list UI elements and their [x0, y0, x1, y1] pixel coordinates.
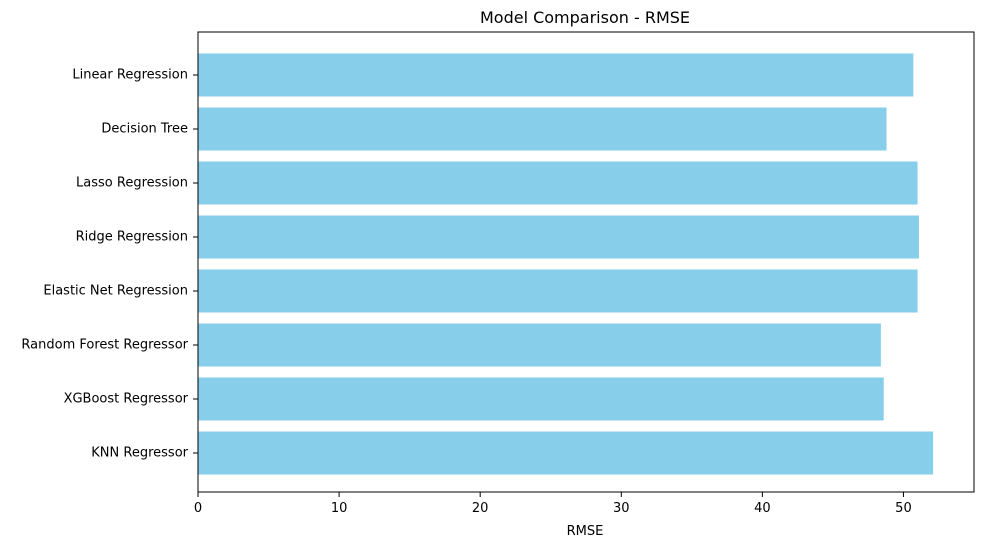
bar-linear-regression: [198, 53, 914, 97]
y-tick-label: Random Forest Regressor: [21, 338, 188, 353]
bar-xgboost-regressor: [198, 377, 884, 421]
x-tick-label: 0: [194, 501, 202, 516]
plot-frame: [197, 31, 975, 493]
bar-knn-regressor: [198, 431, 934, 475]
bar-ridge-regression: [198, 215, 919, 259]
y-tick-label: Elastic Net Regression: [43, 284, 188, 299]
x-axis-label: RMSE: [567, 524, 604, 539]
y-tick-label: XGBoost Regressor: [64, 392, 189, 407]
bar-random-forest-regressor: [198, 323, 881, 367]
x-tick-label: 10: [331, 501, 348, 516]
x-tick-label: 40: [754, 501, 771, 516]
chart-title: Model Comparison - RMSE: [480, 8, 690, 27]
y-tick-label: Linear Regression: [72, 68, 188, 83]
y-tick-label: Lasso Regression: [76, 176, 188, 191]
bars-layer: [198, 53, 934, 475]
y-tick-label: Decision Tree: [101, 122, 188, 137]
bar-decision-tree: [198, 107, 887, 151]
x-tick-label: 30: [613, 501, 630, 516]
y-axis: Linear Regression Decision Tree Lasso Regr…: [21, 68, 198, 461]
x-tick-label: 20: [472, 501, 489, 516]
y-tick-label: KNN Regressor: [91, 446, 188, 461]
bar-lasso-regression: [198, 161, 918, 205]
x-axis: 0 10 20 30 40 50: [194, 492, 912, 516]
y-tick-label: Ridge Regression: [76, 230, 188, 245]
bar-elastic-net-regression: [198, 269, 918, 313]
x-tick-label: 50: [895, 501, 912, 516]
